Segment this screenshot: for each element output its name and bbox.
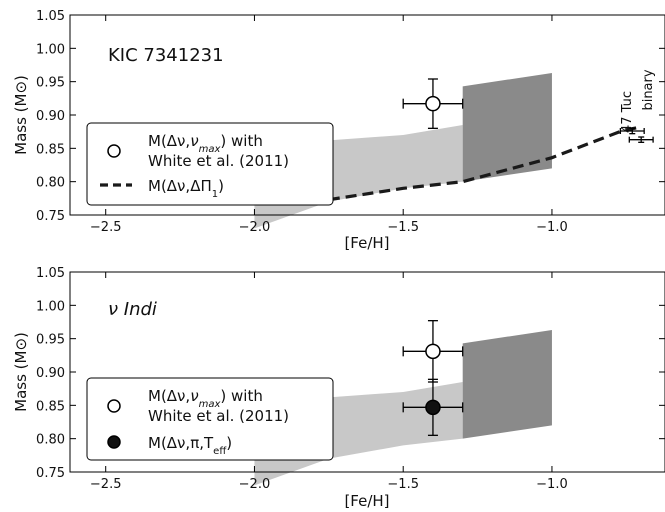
bottom-series (402, 320, 464, 436)
top-legend-box (86, 122, 334, 206)
b-y-tick-label: 1.00 (36, 299, 65, 314)
top-open-circle-series (402, 78, 464, 129)
panel-top: −2.5 −2.0 −1.5 −1.0 0.75 0.80 0.85 0.90 0.95 1.0… (12, 9, 665, 252)
legend-open-circle-icon (107, 144, 121, 158)
t-y-tick-label: 1.00 (36, 42, 65, 57)
t-y-tick-label: 0.75 (36, 209, 65, 224)
top-y-ticks: 0.75 0.80 0.85 0.90 0.95 1.00 1.05 (36, 9, 665, 224)
b-x-tick-label: −1.5 (387, 477, 419, 492)
top-x-axis-label: [Fe/H] (344, 234, 389, 252)
bottom-x-ticks: −2.5 −2.0 −1.5 −1.0 (90, 272, 568, 492)
bottom-y-ticks: 0.75 0.80 0.85 0.90 0.95 1.00 1.05 (36, 266, 665, 481)
legend-filled-circle-icon (107, 435, 121, 449)
t-x-tick-label: −1.5 (387, 220, 419, 235)
t-x-tick-label: −1.0 (536, 220, 568, 235)
b-x-tick-label: −1.0 (536, 477, 568, 492)
bottom-open-point-marker (425, 343, 441, 360)
bottom-x-axis-label: [Fe/H] (344, 492, 389, 510)
b-y-tick-label: 1.05 (36, 266, 65, 281)
t-x-tick-label: −2.0 (239, 220, 271, 235)
top-legend-label-2: White et al. (2011) (148, 152, 289, 170)
bottom-legend-label-3: M(Δν,π,Teff) (148, 434, 232, 457)
top-x-ticks: −2.5 −2.0 −1.5 −1.0 (90, 15, 568, 235)
bottom-star-label: ν Indi (108, 299, 157, 320)
top-dashed-series-line (328, 125, 642, 202)
t-y-tick-label: 0.95 (36, 76, 65, 91)
b-y-tick-label: 0.80 (36, 433, 65, 448)
t-x-tick-label: −2.5 (90, 220, 122, 235)
bottom-legend-label-1: M(Δν,νmax) with (148, 387, 263, 410)
top-band-dark (462, 73, 552, 182)
b-y-tick-label: 0.95 (36, 333, 65, 348)
top-star-label: KIC 7341231 (108, 45, 224, 66)
top-legend-label-1: M(Δν,νmax) with (148, 132, 263, 155)
top-legend: M(Δν,νmax) with White et al. (2011) M(Δν… (86, 122, 334, 206)
annotation-binary: binary (641, 69, 656, 110)
t-y-tick-label: 1.05 (36, 9, 65, 24)
bottom-filled-point-marker (425, 399, 441, 416)
b-x-tick-label: −2.5 (90, 477, 122, 492)
bottom-legend: M(Δν,νmax) with White et al. (2011) M(Δν… (86, 377, 334, 461)
annotation-47-tuc: 47 Tuc (620, 91, 635, 133)
bottom-open-circle-series (402, 320, 464, 383)
bottom-band-dark (462, 330, 552, 439)
t-y-tick-label: 0.80 (36, 176, 65, 191)
b-y-tick-label: 0.85 (36, 399, 65, 414)
top-series (328, 78, 654, 202)
bottom-legend-box (86, 377, 334, 461)
b-y-tick-label: 0.75 (36, 466, 65, 481)
b-y-tick-label: 0.90 (36, 366, 65, 381)
bottom-filled-circle-series (402, 378, 464, 436)
t-y-tick-label: 0.85 (36, 142, 65, 157)
bottom-y-axis-label: Mass (M⊙) (12, 332, 30, 412)
legend-open-circle-icon-2 (107, 399, 121, 413)
panel-bottom: −2.5 −2.0 −1.5 −1.0 0.75 0.80 0.85 0.90 0.95 1.0… (12, 266, 665, 510)
b-x-tick-label: −2.0 (239, 477, 271, 492)
t-y-tick-label: 0.90 (36, 109, 65, 124)
top-open-point-marker (425, 95, 441, 112)
top-y-axis-label: Mass (M⊙) (12, 75, 30, 155)
bottom-legend-label-2: White et al. (2011) (148, 407, 289, 425)
top-legend-label-3: M(Δν,ΔΠ1) (148, 177, 224, 200)
top-47tuc-points (619, 127, 654, 143)
